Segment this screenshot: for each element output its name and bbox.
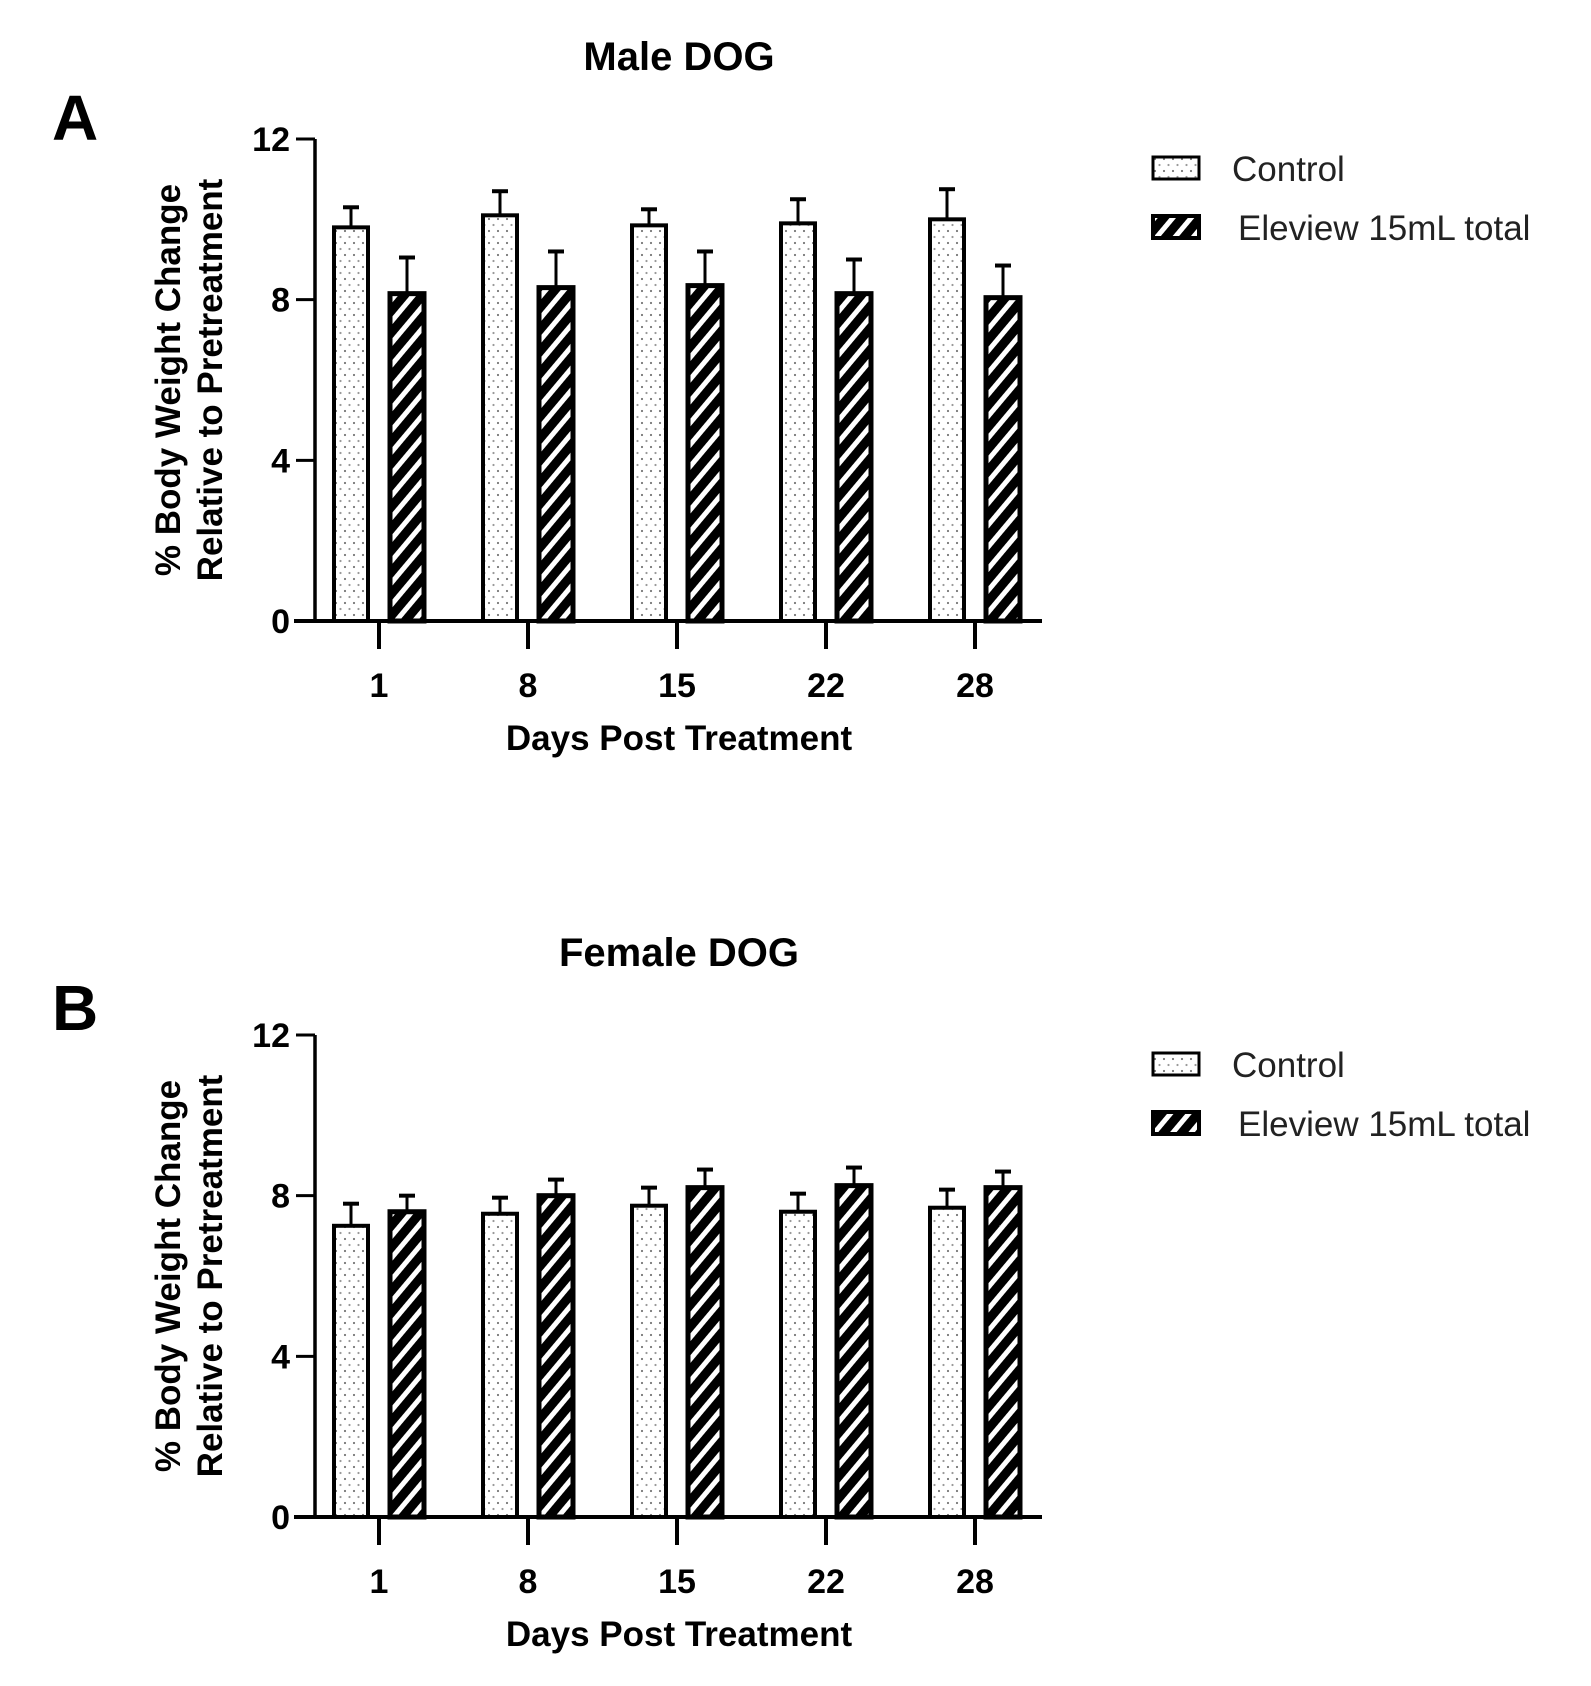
legend-label: Eleview 15mL total <box>1238 1105 1530 1144</box>
x-tick-label: 8 <box>519 667 538 705</box>
chart-panel-a: A Male DOG 0 4 8 12 1 8 15 22 28 Days Post Treatmen… <box>52 35 1530 758</box>
x-tick-label: 28 <box>956 667 994 705</box>
x-tick-label: 1 <box>370 667 389 705</box>
bar-control-day-1 <box>332 1223 370 1519</box>
y-tick-label: 4 <box>271 1338 290 1376</box>
y-axis-label-line1: % Body Weight Change <box>149 1080 188 1472</box>
legend-label: Eleview 15mL total <box>1238 209 1530 248</box>
y-tick-label: 8 <box>271 1178 290 1216</box>
y-tick-label: 0 <box>271 603 290 641</box>
x-tick-label: 1 <box>370 1563 389 1601</box>
y-tick-label: 0 <box>271 1499 290 1537</box>
chart-panel-b: B Female DOG 0 4 8 12 1 8 15 22 28 Days Post Treatm… <box>52 931 1530 1654</box>
y-axis-label-line2: Relative to Pretreatment <box>191 178 230 581</box>
x-tick-label: 28 <box>956 1563 994 1601</box>
legend-swatch-stripes <box>1151 214 1201 240</box>
bar-eleview-day-22 <box>834 1183 874 1520</box>
bar-eleview-day-8 <box>536 1193 576 1520</box>
bar-eleview-day-28 <box>983 295 1023 624</box>
chart-title: Female DOG <box>559 931 799 975</box>
legend-label: Control <box>1232 1046 1345 1085</box>
panel-label: B <box>52 972 98 1044</box>
y-tick-label: 12 <box>252 1017 290 1055</box>
legend-swatch-dots <box>1151 155 1201 181</box>
legend-swatch-dots <box>1151 1051 1201 1077</box>
y-axis-label-line1: % Body Weight Change <box>149 184 188 576</box>
x-tick-label: 15 <box>658 1563 696 1601</box>
y-tick-label: 12 <box>252 121 290 159</box>
x-axis-label: Days Post Treatment <box>506 1615 853 1654</box>
bar-eleview-day-1 <box>387 1209 427 1520</box>
bar-control-day-1 <box>332 225 370 623</box>
x-tick-label: 22 <box>807 667 845 705</box>
bar-eleview-day-8 <box>536 285 576 624</box>
legend-label: Control <box>1232 150 1345 189</box>
bar-control-day-8 <box>481 1211 519 1520</box>
x-axis-label: Days Post Treatment <box>506 719 853 758</box>
x-tick-label: 8 <box>519 1563 538 1601</box>
bar-control-day-22 <box>779 1209 817 1519</box>
panel-label: A <box>52 82 98 154</box>
x-tick-label: 15 <box>658 667 696 705</box>
bar-eleview-day-22 <box>834 291 874 624</box>
legend-swatch-stripes <box>1151 1110 1201 1136</box>
bar-control-day-22 <box>779 221 817 623</box>
bar-control-day-15 <box>630 223 668 623</box>
chart-title: Male DOG <box>583 35 774 79</box>
bar-eleview-day-28 <box>983 1185 1023 1520</box>
x-tick-label: 22 <box>807 1563 845 1601</box>
bar-control-day-28 <box>928 217 966 623</box>
y-axis-label-line2: Relative to Pretreatment <box>191 1074 230 1477</box>
y-tick-label: 8 <box>271 282 290 320</box>
bar-eleview-day-15 <box>685 283 725 624</box>
bar-control-day-8 <box>481 213 519 623</box>
bar-control-day-28 <box>928 1205 966 1519</box>
bar-control-day-15 <box>630 1203 668 1520</box>
bar-eleview-day-15 <box>685 1185 725 1520</box>
bar-eleview-day-1 <box>387 291 427 624</box>
y-tick-label: 4 <box>271 442 290 480</box>
